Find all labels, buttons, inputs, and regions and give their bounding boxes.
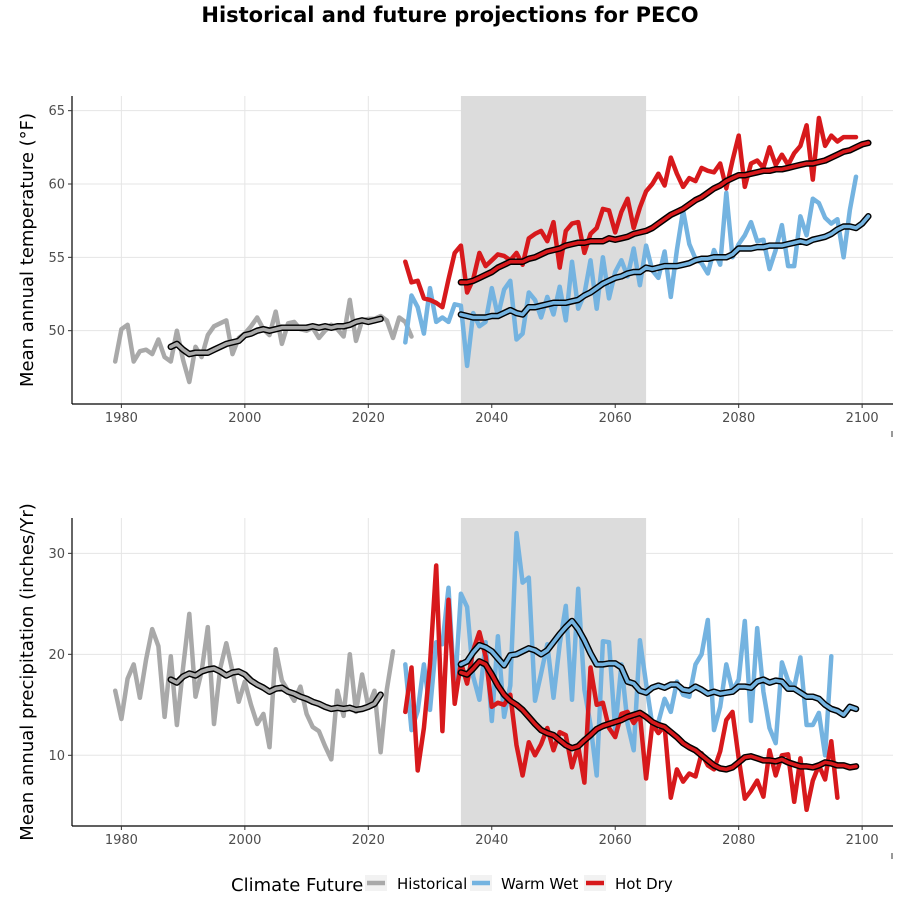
y-tick-label: 55 xyxy=(48,251,65,266)
series-line-warm-wet xyxy=(403,174,859,369)
y-tick-label: 60 xyxy=(48,178,65,193)
series-line-warm-wet xyxy=(403,530,834,778)
x-tick-label: 2020 xyxy=(352,411,385,426)
series-line-warm-wet-smooth xyxy=(459,619,858,717)
y-axis-title-precipitation: Mean annual precipitation (inches/Yr) xyxy=(17,503,38,841)
y-tick-label: 65 xyxy=(48,104,65,119)
y-tick-label: 10 xyxy=(48,749,65,764)
legend-label-historical: Historical xyxy=(397,875,467,893)
legend-item-warm-wet: Warm Wet xyxy=(470,875,579,893)
legend-label-hot-dry: Hot Dry xyxy=(615,875,673,893)
y-tick-label: 30 xyxy=(48,547,65,562)
series-line-historical-smooth xyxy=(169,317,383,356)
x-tick-label: 2040 xyxy=(475,411,508,426)
x-tick-label: 2080 xyxy=(722,833,755,848)
x-tick-label: 2060 xyxy=(599,833,632,848)
x-tick-label: 2100 xyxy=(846,411,879,426)
legend-label-warm-wet: Warm Wet xyxy=(501,875,579,893)
series-line-warm-wet-smooth xyxy=(459,214,871,320)
x-tick-label: 2000 xyxy=(228,833,261,848)
y-tick-label: 20 xyxy=(48,648,65,663)
series-line-hot-dry-smooth xyxy=(459,141,871,285)
y-axis-title-temperature: Mean annual temperature (°F) xyxy=(17,113,38,387)
legend-item-hot-dry: Hot Dry xyxy=(584,875,673,893)
y-tick-label: 50 xyxy=(48,324,65,339)
x-tick-label: 2100 xyxy=(846,833,879,848)
temperature-panel: 1980 2000 2020 2040 2060 2080 2100 50 55 60 65 Mean… xyxy=(17,96,893,437)
x-tick-label: 2040 xyxy=(475,833,508,848)
series-line-hot-dry xyxy=(403,115,859,310)
x-tick-label: 2000 xyxy=(228,411,261,426)
legend: Climate Future Historical Warm Wet Hot D… xyxy=(231,875,673,896)
series-line-hot-dry xyxy=(403,563,840,813)
legend-item-historical: Historical xyxy=(365,875,467,893)
x-tick-label: 2060 xyxy=(599,411,632,426)
x-tick-label: 1980 xyxy=(105,411,138,426)
series-line-historical xyxy=(112,611,396,762)
series-line-hot-dry-smooth xyxy=(459,659,858,772)
x-tick-label: 2020 xyxy=(352,833,385,848)
series-line-historical xyxy=(112,297,414,385)
legend-title: Climate Future xyxy=(231,875,363,896)
x-tick-label: 2080 xyxy=(722,411,755,426)
chart-title: Historical and future projections for PE… xyxy=(201,3,698,27)
series-line-historical-smooth xyxy=(169,666,383,712)
x-tick-label: 1980 xyxy=(105,833,138,848)
precipitation-panel: 1980 2000 2020 2040 2060 2080 2100 10 20 30 Mean a… xyxy=(17,503,893,859)
